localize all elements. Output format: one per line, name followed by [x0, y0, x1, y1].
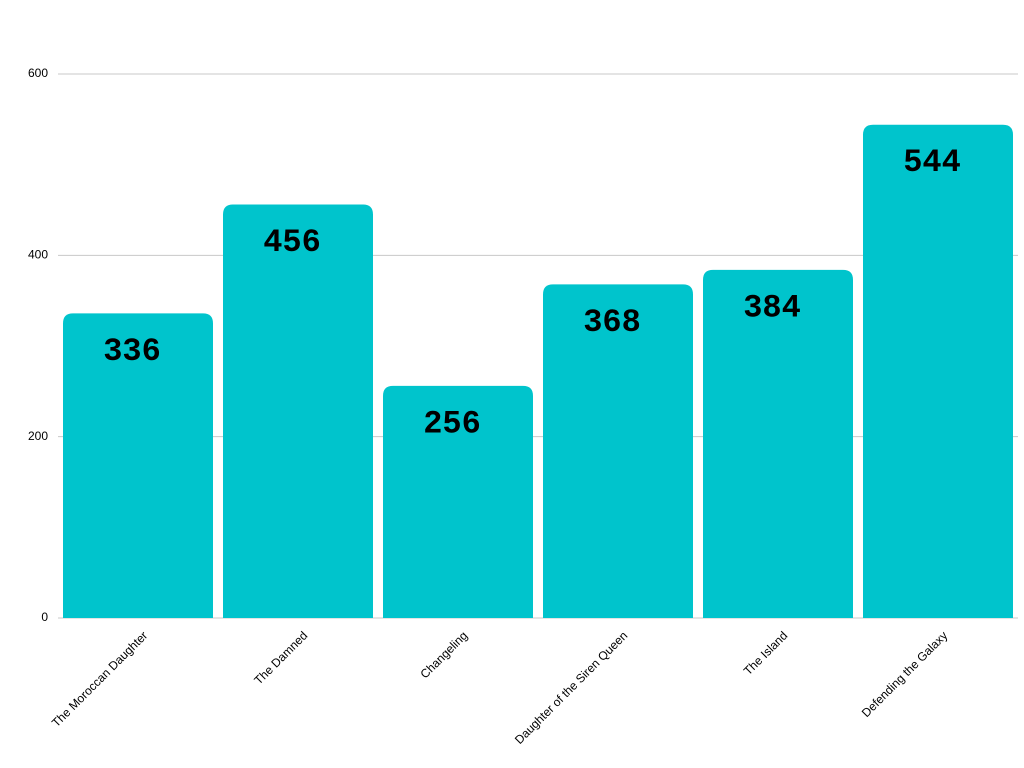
x-tick-label: Defending the Galaxy [859, 628, 951, 720]
value-label: 256 [423, 405, 481, 442]
bar [863, 124, 1013, 619]
value-label: 368 [583, 304, 641, 341]
bar [63, 313, 213, 618]
x-tick-label: Daughter of the Siren Queen [512, 628, 630, 746]
x-tick-label: Changeling [418, 628, 471, 681]
value-label: 336 [103, 333, 161, 370]
x-tick-label: The Damned [251, 628, 310, 687]
value-label: 456 [263, 224, 321, 261]
bar [223, 204, 373, 618]
y-tick-label: 0 [41, 610, 48, 624]
bar [543, 284, 693, 618]
y-tick-label: 200 [28, 429, 48, 443]
value-label: 384 [743, 289, 801, 326]
y-tick-label: 600 [28, 66, 48, 80]
value-label: 544 [903, 144, 961, 181]
x-tick-label: The Moroccan Daughter [49, 628, 150, 729]
y-tick-label: 400 [28, 248, 48, 262]
bar [383, 385, 533, 618]
x-tick-label: The Island [741, 628, 791, 678]
bar [703, 269, 853, 618]
